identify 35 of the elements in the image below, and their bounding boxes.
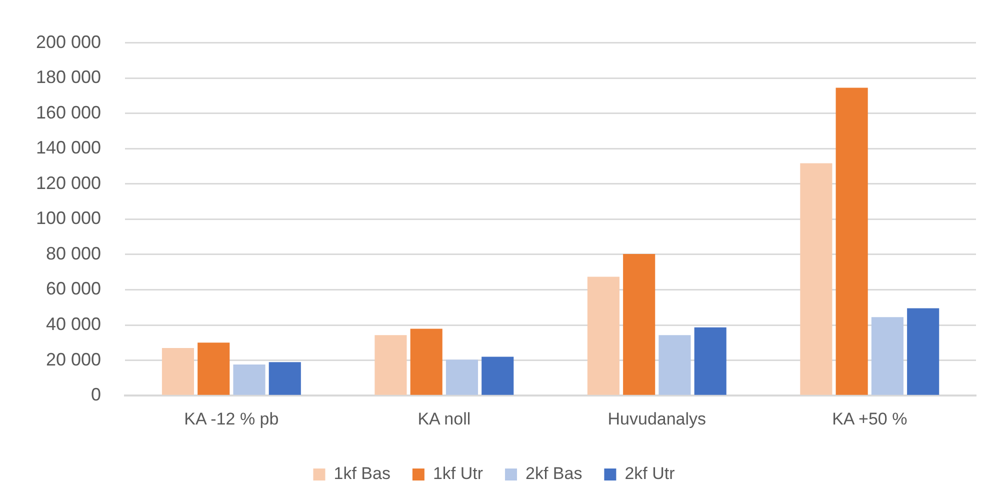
bar <box>374 335 407 395</box>
y-tick-label: 180 000 <box>36 67 102 88</box>
bar <box>694 327 726 395</box>
bar <box>623 254 656 395</box>
legend-label: 1kf Utr <box>432 464 484 484</box>
bar <box>836 88 868 395</box>
y-tick-label: 60 000 <box>46 278 102 299</box>
x-tick-label: KA +50 % <box>832 409 908 428</box>
y-tick-label: 0 <box>91 384 102 405</box>
y-tick-label: 140 000 <box>36 138 102 158</box>
bar <box>162 348 194 395</box>
legend-label: 2kf Bas <box>526 464 582 484</box>
bar <box>871 317 904 395</box>
bar <box>587 276 620 395</box>
y-tick-label: 100 000 <box>36 208 102 228</box>
x-tick-label: KA noll <box>418 409 471 428</box>
legend-label: 2kf Utr <box>624 464 676 484</box>
bar <box>268 362 301 395</box>
x-tick-label: Huvudanalys <box>608 409 706 428</box>
bar <box>800 163 832 395</box>
bar <box>482 356 514 395</box>
legend-label: 1kf Bas <box>334 464 390 484</box>
bar <box>658 335 691 395</box>
bar <box>907 308 940 395</box>
bar <box>446 360 478 395</box>
bar <box>410 328 442 395</box>
bar <box>233 364 266 395</box>
y-tick-label: 20 000 <box>46 349 102 370</box>
y-tick-label: 80 000 <box>46 243 102 264</box>
y-tick-label: 120 000 <box>36 172 102 193</box>
y-tick-label: 40 000 <box>46 314 102 334</box>
y-tick-label: 160 000 <box>36 102 102 122</box>
x-tick-label: KA -12 % pb <box>184 409 279 428</box>
bar <box>198 342 230 395</box>
y-tick-label: 200 000 <box>36 32 102 52</box>
